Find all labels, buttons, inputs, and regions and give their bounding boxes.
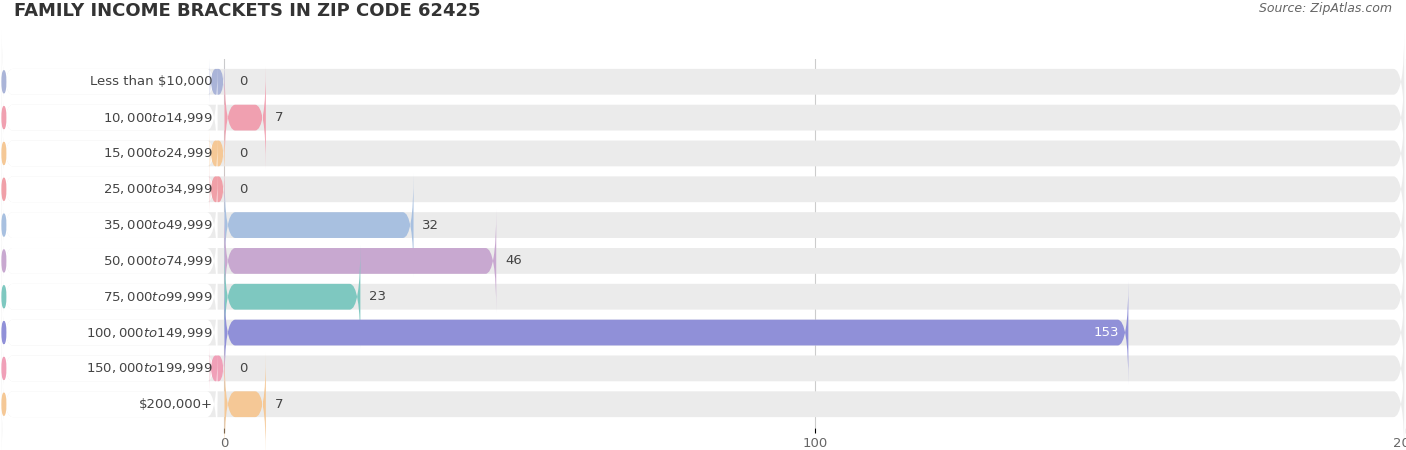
FancyBboxPatch shape [1, 30, 218, 133]
Text: 23: 23 [370, 290, 387, 303]
FancyBboxPatch shape [1, 174, 218, 277]
FancyBboxPatch shape [225, 245, 360, 348]
Circle shape [1, 250, 6, 272]
Circle shape [1, 178, 6, 200]
FancyBboxPatch shape [1, 138, 1405, 241]
Text: 0: 0 [239, 147, 247, 160]
FancyBboxPatch shape [1, 353, 1405, 450]
Circle shape [1, 107, 6, 129]
FancyBboxPatch shape [225, 281, 1129, 384]
Text: 46: 46 [505, 254, 522, 267]
Circle shape [1, 143, 6, 164]
FancyBboxPatch shape [225, 174, 413, 277]
FancyBboxPatch shape [225, 353, 266, 450]
FancyBboxPatch shape [209, 346, 225, 392]
Circle shape [1, 357, 6, 379]
Text: 0: 0 [239, 183, 247, 196]
Text: Source: ZipAtlas.com: Source: ZipAtlas.com [1258, 2, 1392, 15]
FancyBboxPatch shape [209, 130, 225, 176]
FancyBboxPatch shape [1, 353, 218, 450]
Text: $10,000 to $14,999: $10,000 to $14,999 [103, 111, 212, 125]
Text: 32: 32 [422, 219, 440, 232]
Text: $35,000 to $49,999: $35,000 to $49,999 [103, 218, 212, 232]
FancyBboxPatch shape [1, 138, 218, 241]
FancyBboxPatch shape [1, 209, 218, 312]
Text: $25,000 to $34,999: $25,000 to $34,999 [103, 182, 212, 196]
FancyBboxPatch shape [1, 209, 1405, 312]
Circle shape [1, 286, 6, 308]
FancyBboxPatch shape [1, 245, 218, 348]
FancyBboxPatch shape [1, 317, 1405, 420]
Text: FAMILY INCOME BRACKETS IN ZIP CODE 62425: FAMILY INCOME BRACKETS IN ZIP CODE 62425 [14, 2, 481, 20]
FancyBboxPatch shape [1, 66, 1405, 169]
Circle shape [1, 71, 6, 93]
Text: $150,000 to $199,999: $150,000 to $199,999 [86, 361, 212, 375]
Text: $15,000 to $24,999: $15,000 to $24,999 [103, 146, 212, 161]
Text: 7: 7 [274, 111, 283, 124]
Text: $100,000 to $149,999: $100,000 to $149,999 [86, 325, 212, 340]
Text: 0: 0 [239, 362, 247, 375]
Text: $50,000 to $74,999: $50,000 to $74,999 [103, 254, 212, 268]
FancyBboxPatch shape [209, 59, 225, 105]
Text: $75,000 to $99,999: $75,000 to $99,999 [103, 290, 212, 304]
FancyBboxPatch shape [225, 209, 496, 312]
Circle shape [1, 214, 6, 236]
FancyBboxPatch shape [1, 174, 1405, 277]
FancyBboxPatch shape [1, 245, 1405, 348]
Circle shape [1, 393, 6, 415]
FancyBboxPatch shape [225, 66, 266, 169]
FancyBboxPatch shape [1, 317, 218, 420]
Text: 153: 153 [1094, 326, 1119, 339]
Text: 0: 0 [239, 75, 247, 88]
Text: $200,000+: $200,000+ [139, 398, 212, 411]
FancyBboxPatch shape [1, 30, 1405, 133]
FancyBboxPatch shape [1, 66, 218, 169]
Circle shape [1, 322, 6, 343]
Text: Less than $10,000: Less than $10,000 [90, 75, 212, 88]
FancyBboxPatch shape [1, 102, 218, 205]
Text: 7: 7 [274, 398, 283, 411]
FancyBboxPatch shape [209, 166, 225, 212]
FancyBboxPatch shape [1, 102, 1405, 205]
FancyBboxPatch shape [1, 281, 1405, 384]
FancyBboxPatch shape [1, 281, 218, 384]
